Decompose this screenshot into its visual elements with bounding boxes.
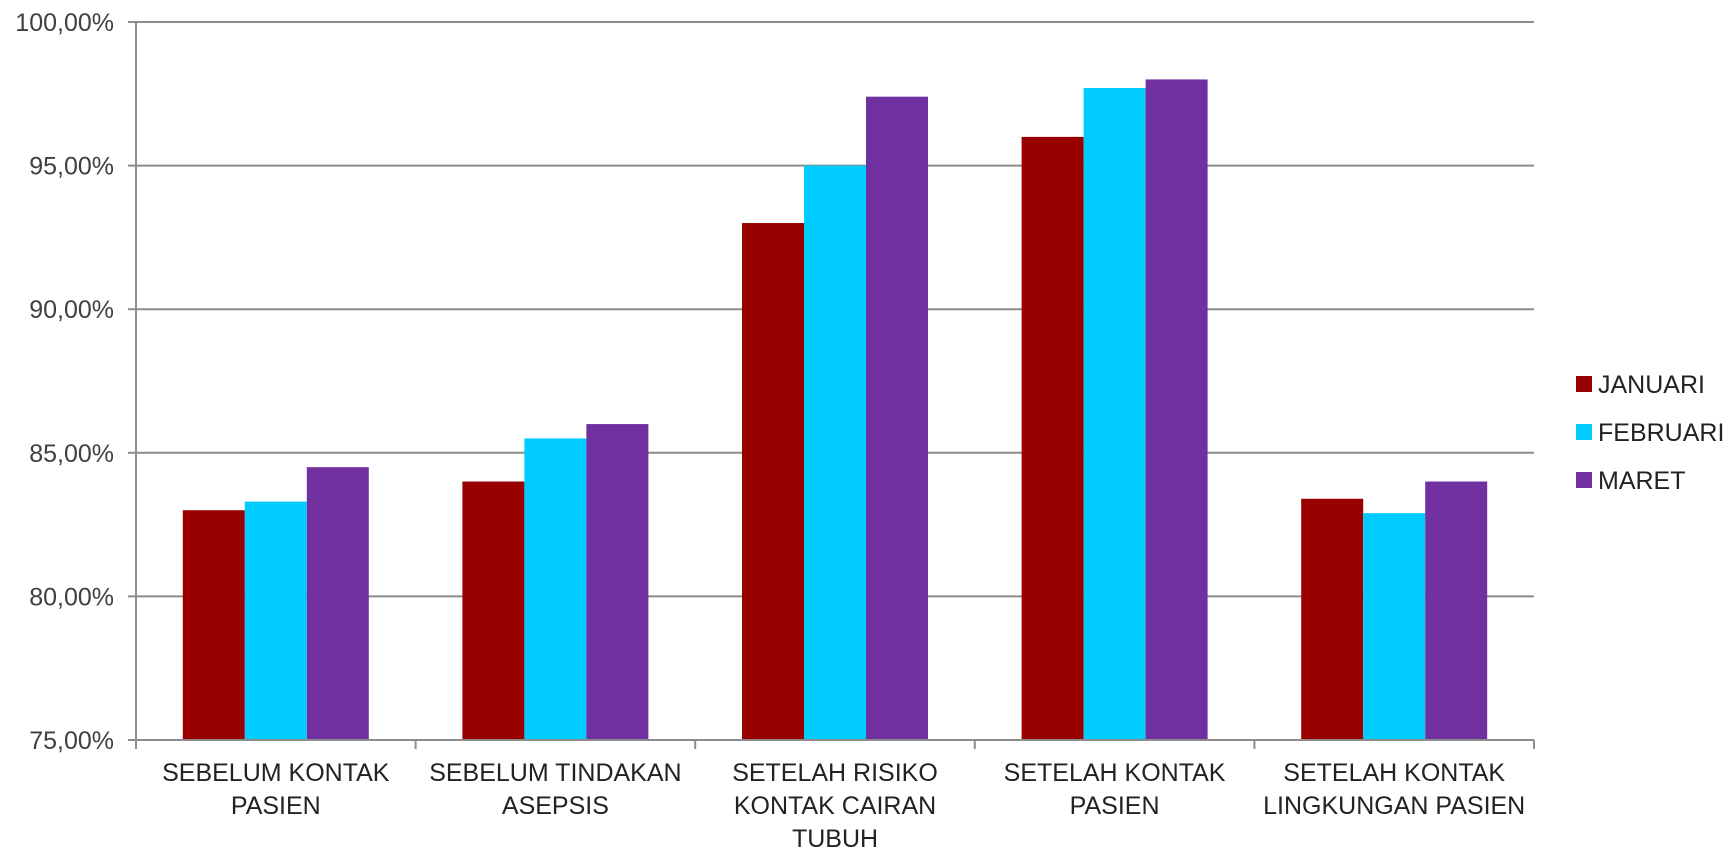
bar-januari-2 <box>462 481 525 740</box>
bar-februari-5 <box>1363 513 1426 740</box>
legend: JANUARI FEBRUARI MARET <box>1576 371 1724 495</box>
legend-swatch-maret <box>1576 472 1592 488</box>
y-tick-label: 95,00% <box>29 153 114 181</box>
legend-swatch-februari <box>1576 424 1592 440</box>
x-category-label: SETELAH KONTAK LINGKUNGAN PASIEN <box>1263 759 1525 820</box>
bar-maret-1 <box>306 467 369 740</box>
x-category-label: SETELAH KONTAK PASIEN <box>1004 759 1226 820</box>
legend-label-maret: MARET <box>1598 467 1686 495</box>
y-tick-label: 85,00% <box>29 440 114 468</box>
x-category-label: SEBELUM KONTAK PASIEN <box>162 759 390 820</box>
legend-label-januari: JANUARI <box>1598 371 1705 399</box>
bar-maret-5 <box>1425 481 1488 740</box>
bar-februari-3 <box>804 165 866 741</box>
bar-februari-4 <box>1083 88 1146 740</box>
bar-januari-3 <box>742 223 804 741</box>
y-tick-label: 80,00% <box>29 583 114 611</box>
legend-swatch-januari <box>1576 376 1592 392</box>
bar-februari-1 <box>244 501 307 740</box>
bar-maret-3 <box>866 96 928 740</box>
legend-label-februari: FEBRUARI <box>1598 419 1724 447</box>
bar-januari-5 <box>1301 498 1364 740</box>
bar-februari-2 <box>524 438 587 740</box>
bar-januari-1 <box>182 510 245 740</box>
x-category-label: SEBELUM TINDAKAN ASEPSIS <box>429 759 681 820</box>
y-tick-labels: 75,00% 80,00% 85,00% 90,00% 95,00% 100,00% <box>15 9 114 755</box>
axes <box>128 21 1535 749</box>
x-category-labels: SEBELUM KONTAK PASIEN SEBELUM TINDAKAN ASEP… <box>162 759 1525 849</box>
bar-maret-4 <box>1145 79 1208 740</box>
x-category-label: SETELAH RISIKO KONTAK CAIRAN TUBUH <box>732 759 938 849</box>
bar-januari-4 <box>1021 136 1084 740</box>
y-tick-label: 90,00% <box>29 296 114 324</box>
y-tick-label: 75,00% <box>29 727 114 755</box>
bars <box>182 79 1488 741</box>
y-tick-label: 100,00% <box>15 9 114 37</box>
bar-maret-2 <box>586 424 649 740</box>
